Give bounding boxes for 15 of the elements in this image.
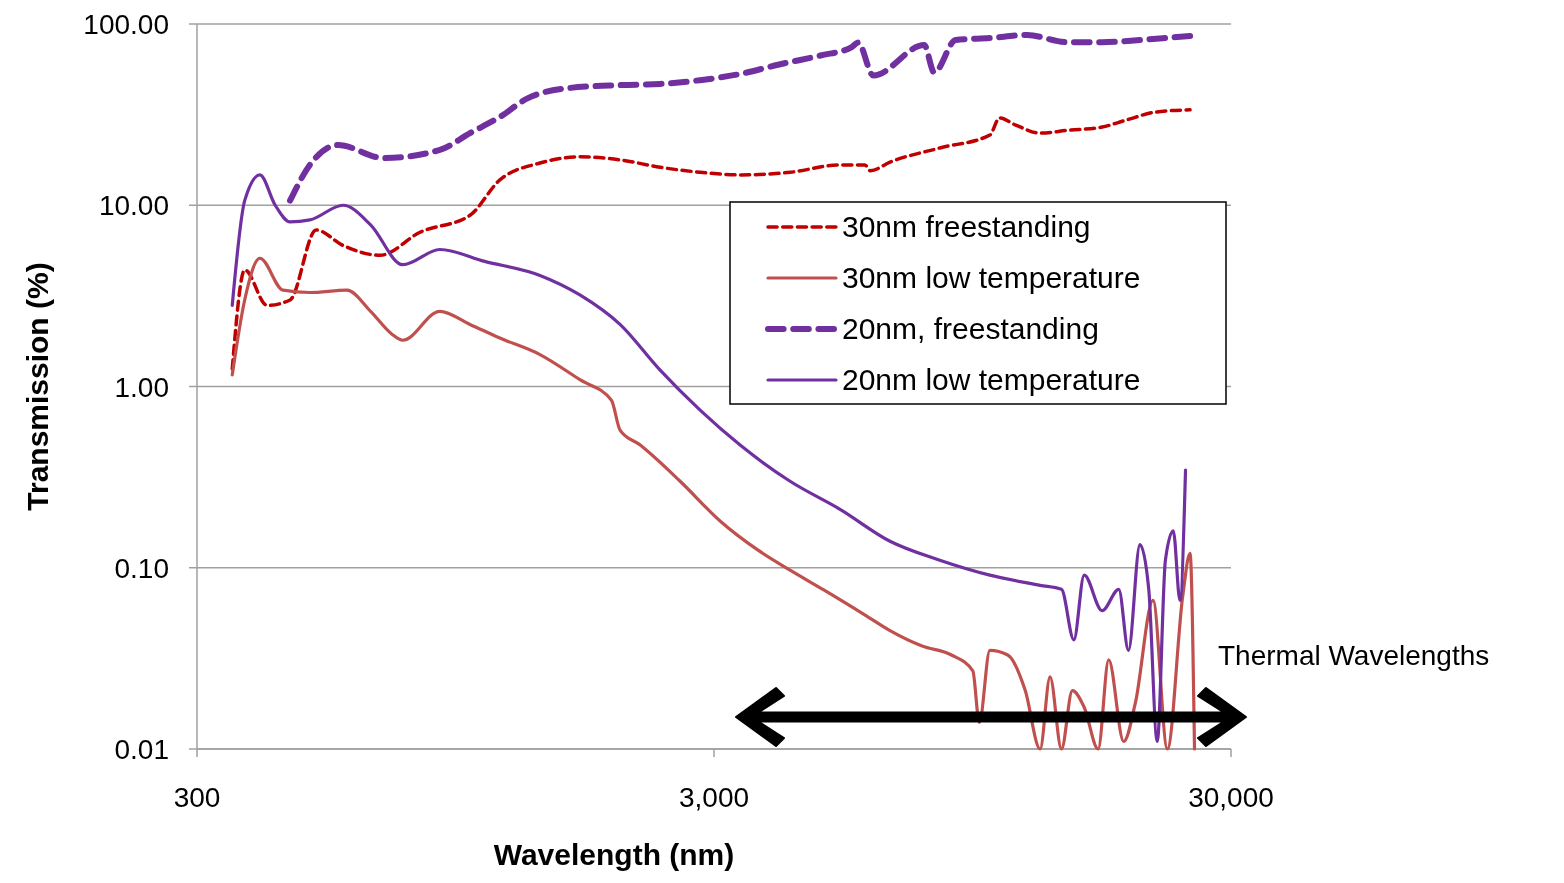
- y-tick-label: 100.00: [83, 9, 169, 40]
- x-tick-label: 30,000: [1188, 782, 1274, 813]
- legend-label: 30nm low temperature: [842, 261, 1141, 294]
- x-tick-label: 300: [173, 782, 221, 813]
- legend-label: 30nm freestanding: [842, 210, 1091, 243]
- legend-label: 20nm low temperature: [842, 363, 1141, 396]
- y-tick-label: 1.00: [114, 371, 169, 403]
- x-axis-title: Wavelength (nm): [493, 838, 735, 871]
- legend-label: 20nm, freestanding: [842, 312, 1099, 345]
- x-tick-label: 3,000: [678, 782, 750, 813]
- annotation: Thermal Wavelengths: [1218, 640, 1490, 671]
- y-axis-title: Transmission (%): [21, 262, 54, 511]
- y-tick-label: 0.10: [114, 552, 169, 584]
- y-tick-label: 10.00: [98, 190, 169, 222]
- y-tick-label: 0.01: [114, 734, 169, 765]
